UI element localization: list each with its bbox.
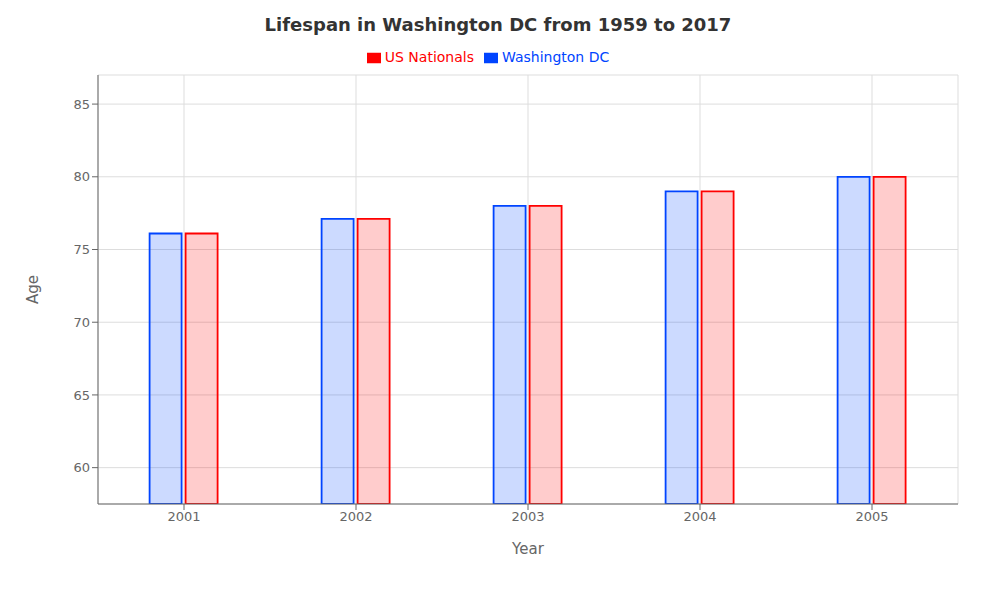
html-text:Washington DC: Washington DC <box>502 49 610 65</box>
svg-text:60: 60 <box>73 460 90 475</box>
svg-text:Age: Age <box>24 275 42 304</box>
svg-text:80: 80 <box>73 169 90 184</box>
svg-text:2001: 2001 <box>167 509 200 524</box>
svg-text:2002: 2002 <box>339 509 372 524</box>
svg-text:65: 65 <box>73 388 90 403</box>
svg-text:70: 70 <box>73 315 90 330</box>
svg-text:2005: 2005 <box>855 509 888 524</box>
svg-text:Year: Year <box>511 540 545 558</box>
svg-text:85: 85 <box>73 97 90 112</box>
svg-text:2004: 2004 <box>683 509 716 524</box>
svg-text:2003: 2003 <box>511 509 544 524</box>
html-text:US Nationals: US Nationals <box>384 49 474 65</box>
html-text:Lifespan in Washington DC from: Lifespan in Washington DC from 1959 to 2… <box>264 14 732 35</box>
svg-text:75: 75 <box>73 242 90 257</box>
